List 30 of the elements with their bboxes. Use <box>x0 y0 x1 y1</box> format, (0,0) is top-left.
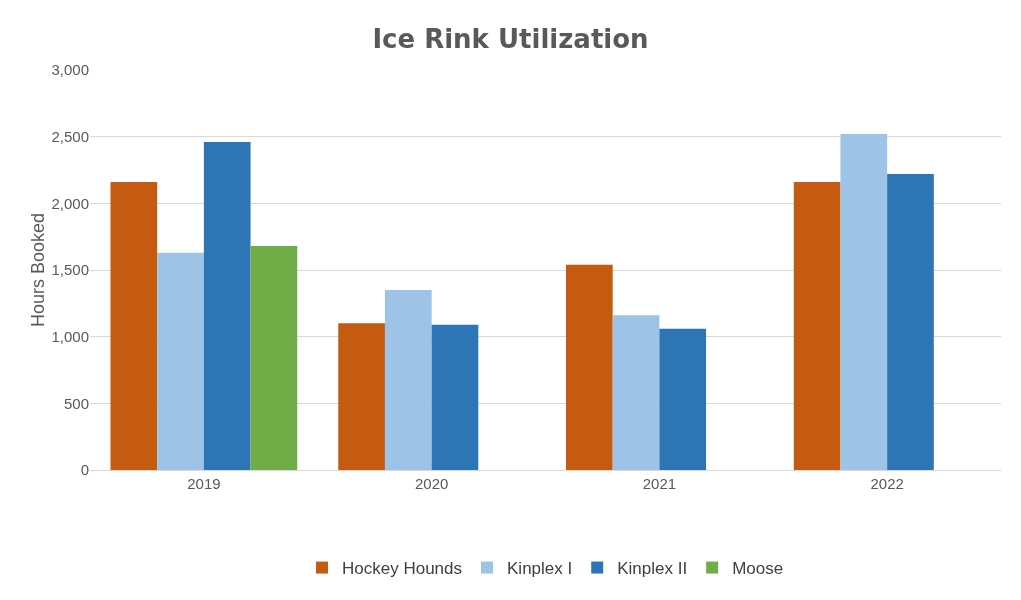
bar <box>338 323 385 470</box>
x-tick-label: 2021 <box>642 475 677 492</box>
bar <box>659 328 707 470</box>
y-tick-label: 500 <box>63 394 89 412</box>
y-axis-title: Hours Booked <box>28 212 48 328</box>
legend-label: Moose <box>732 559 784 579</box>
legend-label: Kinplex II <box>617 559 688 579</box>
bar <box>157 252 204 470</box>
x-tick-label: 2022 <box>870 475 904 492</box>
bar <box>431 324 479 470</box>
bar <box>110 182 158 470</box>
x-tick-label: 2019 <box>187 475 221 492</box>
bar <box>566 264 613 470</box>
y-tick-label: 1,000 <box>51 327 89 345</box>
bar <box>203 142 251 470</box>
y-tick-label: 2,500 <box>51 127 89 145</box>
x-tick-label: 2020 <box>414 475 449 492</box>
legend-label: Hockey Hounds <box>342 559 463 579</box>
legend-label: Kinplex I <box>507 559 573 579</box>
y-tick-label: 0 <box>80 461 89 479</box>
bar <box>793 182 841 470</box>
chart-title: Ice Rink Utilization <box>372 24 649 55</box>
bar <box>840 134 888 470</box>
y-tick-label: 2,000 <box>51 194 89 212</box>
bar <box>250 246 298 470</box>
y-tick-label: 3,000 <box>51 61 89 79</box>
y-tick-label: 1,500 <box>51 261 89 279</box>
bar <box>612 315 660 470</box>
bar <box>384 290 432 470</box>
bar <box>887 174 934 470</box>
